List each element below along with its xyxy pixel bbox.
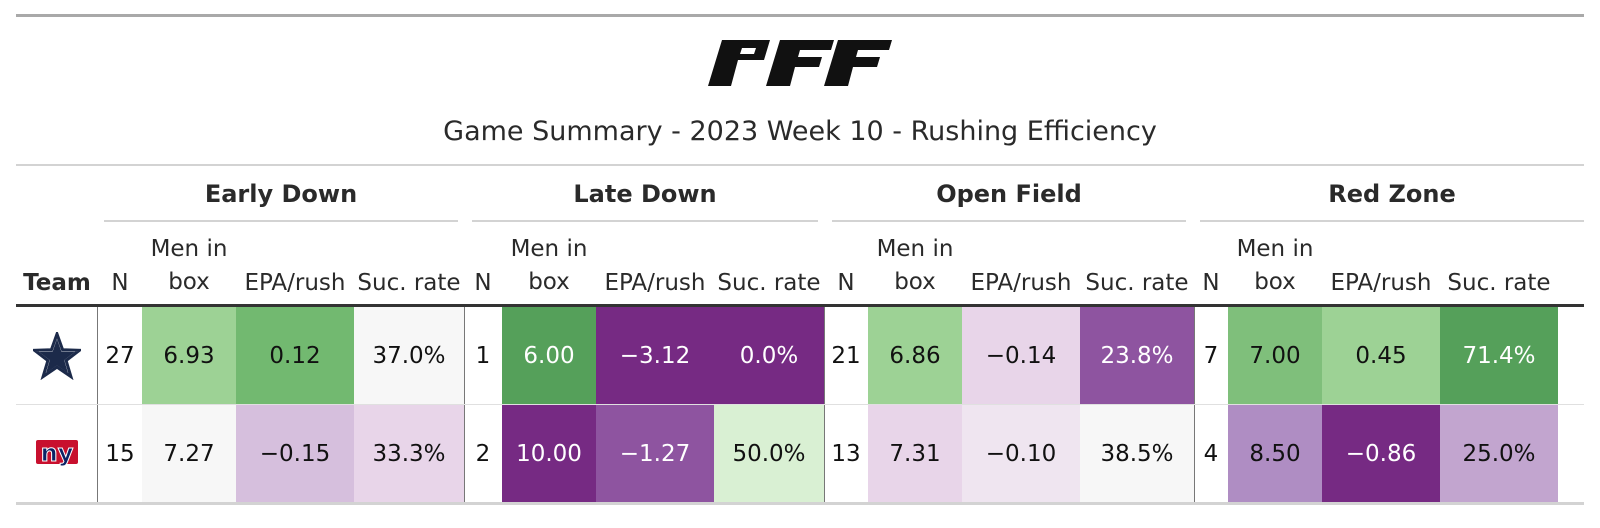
team-logo-giants: ny <box>16 405 98 503</box>
svg-text:ny: ny <box>41 439 74 467</box>
group-divider <box>824 307 825 503</box>
cell-red-zone-epa-rush: −0.86 <box>1322 405 1440 503</box>
group-divider <box>464 307 465 503</box>
cell-early-down-n: 27 <box>98 307 142 405</box>
cell-late-down-n: 1 <box>464 307 502 405</box>
column-header-men-in-box: Men in box <box>1228 232 1322 300</box>
men-in-box-line2: box <box>894 269 936 295</box>
column-header-n: N <box>111 270 129 296</box>
cell-late-down-men-in-box: 6.00 <box>502 307 596 405</box>
column-header-success-rate: Suc. rate <box>1447 270 1551 296</box>
cell-early-down-success-rate: 33.3% <box>354 405 464 503</box>
team-logo-cowboys <box>16 307 98 405</box>
cell-red-zone-n: 4 <box>1194 405 1228 503</box>
cell-open-field-men-in-box: 6.86 <box>868 307 962 405</box>
cell-early-down-success-rate: 37.0% <box>354 307 464 405</box>
column-header-men-in-box: Men in box <box>142 232 236 300</box>
men-in-box-line1: Men in <box>150 236 228 262</box>
cell-late-down-success-rate: 50.0% <box>714 405 824 503</box>
column-header-epa-rush: EPA/rush <box>1330 270 1432 296</box>
table-title: Game Summary - 2023 Week 10 - Rushing Ef… <box>443 116 1157 147</box>
column-header-success-rate: Suc. rate <box>1085 270 1189 296</box>
cell-early-down-men-in-box: 6.93 <box>142 307 236 405</box>
cell-red-zone-success-rate: 25.0% <box>1440 405 1558 503</box>
cell-early-down-n: 15 <box>98 405 142 503</box>
cowboys-star-icon <box>33 332 81 380</box>
cell-late-down-epa-rush: −1.27 <box>596 405 714 503</box>
column-header-team: Team <box>23 270 91 296</box>
cell-late-down-n: 2 <box>464 405 502 503</box>
column-header-men-in-box: Men in box <box>868 232 962 300</box>
men-in-box-line1: Men in <box>510 236 588 262</box>
cell-red-zone-men-in-box: 7.00 <box>1228 307 1322 405</box>
group-header-early-down: Early Down <box>104 176 458 222</box>
group-divider <box>1194 307 1195 503</box>
men-in-box-line2: box <box>528 269 570 295</box>
men-in-box-line2: box <box>1254 269 1296 295</box>
cell-open-field-epa-rush: −0.14 <box>962 307 1080 405</box>
cell-early-down-epa-rush: 0.12 <box>236 307 354 405</box>
column-header-epa-rush: EPA/rush <box>970 270 1072 296</box>
column-header-epa-rush: EPA/rush <box>244 270 346 296</box>
team-column-divider <box>97 307 98 503</box>
top-rule <box>16 14 1584 17</box>
cell-open-field-success-rate: 23.8% <box>1080 307 1194 405</box>
cell-early-down-epa-rush: −0.15 <box>236 405 354 503</box>
men-in-box-line1: Men in <box>1236 236 1314 262</box>
column-header-n: N <box>474 270 492 296</box>
giants-ny-icon: ny <box>36 439 78 468</box>
column-header-n: N <box>837 270 855 296</box>
men-in-box-line1: Men in <box>876 236 954 262</box>
column-header-epa-rush: EPA/rush <box>604 270 706 296</box>
cell-late-down-men-in-box: 10.00 <box>502 405 596 503</box>
group-header-late-down: Late Down <box>472 176 818 222</box>
column-header-n: N <box>1202 270 1220 296</box>
men-in-box-line2: box <box>168 269 210 295</box>
cell-late-down-success-rate: 0.0% <box>714 307 824 405</box>
cell-open-field-success-rate: 38.5% <box>1080 405 1194 503</box>
cell-red-zone-epa-rush: 0.45 <box>1322 307 1440 405</box>
column-header-success-rate: Suc. rate <box>357 270 461 296</box>
group-header-open-field: Open Field <box>832 176 1186 222</box>
title-rule <box>16 164 1584 166</box>
cell-red-zone-success-rate: 71.4% <box>1440 307 1558 405</box>
bottom-rule <box>16 502 1584 505</box>
cell-red-zone-men-in-box: 8.50 <box>1228 405 1322 503</box>
column-header-success-rate: Suc. rate <box>717 270 821 296</box>
cell-open-field-n: 13 <box>824 405 868 503</box>
pff-logo <box>708 40 892 86</box>
column-header-men-in-box: Men in box <box>502 232 596 300</box>
cell-red-zone-n: 7 <box>1194 307 1228 405</box>
cell-open-field-men-in-box: 7.31 <box>868 405 962 503</box>
header-rule <box>16 304 1584 307</box>
cell-late-down-epa-rush: −3.12 <box>596 307 714 405</box>
cell-open-field-epa-rush: −0.10 <box>962 405 1080 503</box>
cell-open-field-n: 21 <box>824 307 868 405</box>
row-divider <box>16 404 1584 405</box>
cell-early-down-men-in-box: 7.27 <box>142 405 236 503</box>
group-header-red-zone: Red Zone <box>1200 176 1584 222</box>
